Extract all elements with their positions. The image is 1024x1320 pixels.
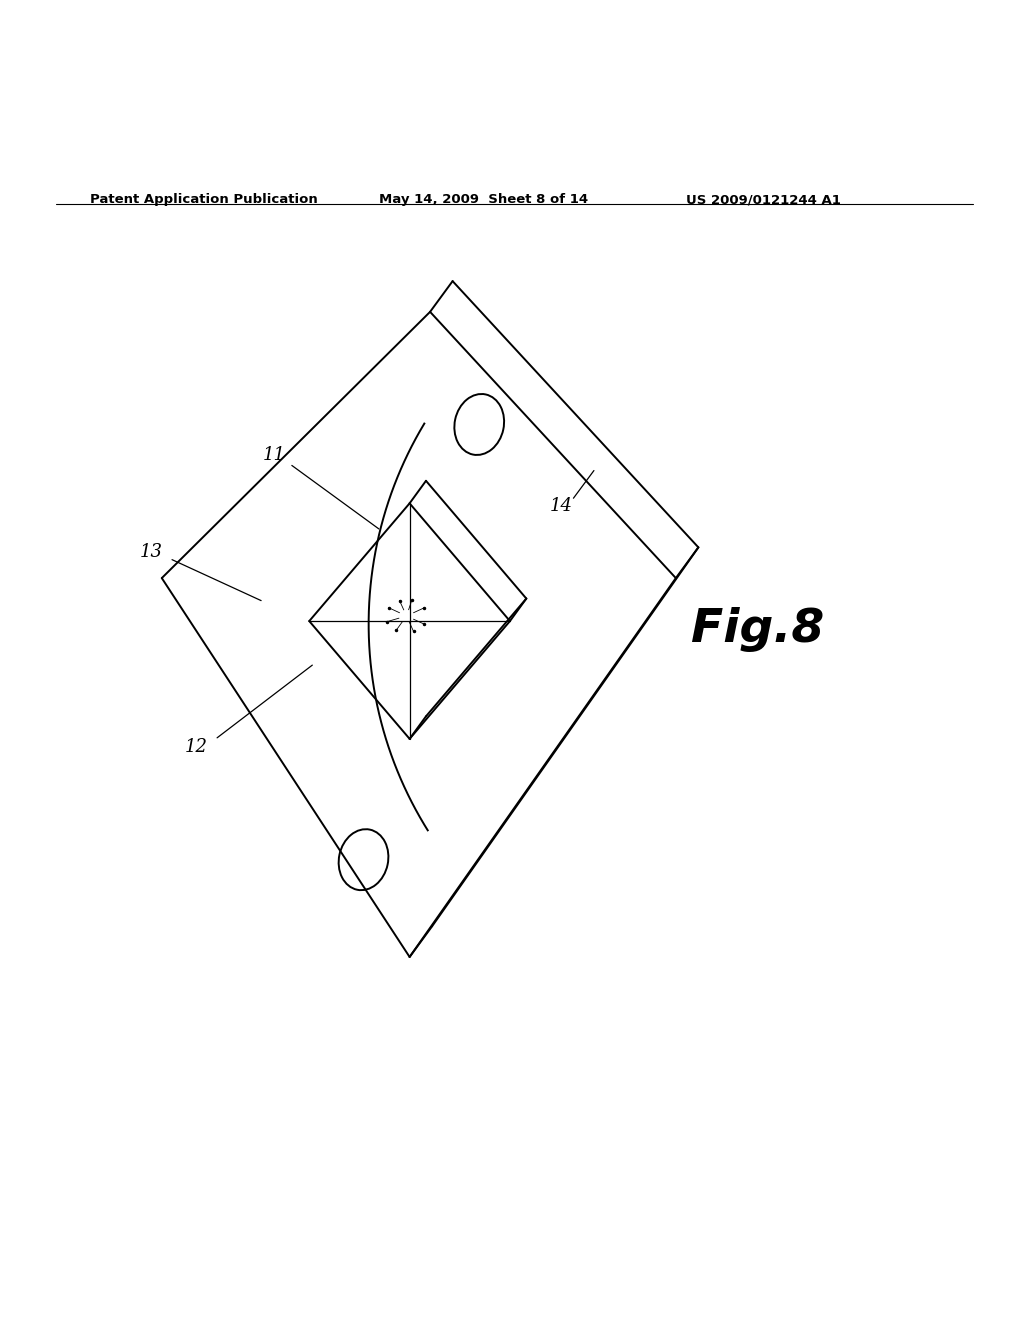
Text: US 2009/0121244 A1: US 2009/0121244 A1 <box>686 193 841 206</box>
Text: 14: 14 <box>550 498 572 515</box>
Text: 11: 11 <box>263 446 286 465</box>
Text: May 14, 2009  Sheet 8 of 14: May 14, 2009 Sheet 8 of 14 <box>379 193 588 206</box>
Text: Fig.8: Fig.8 <box>691 607 824 652</box>
Text: 13: 13 <box>140 544 163 561</box>
Text: Patent Application Publication: Patent Application Publication <box>90 193 317 206</box>
Text: 12: 12 <box>185 738 208 756</box>
